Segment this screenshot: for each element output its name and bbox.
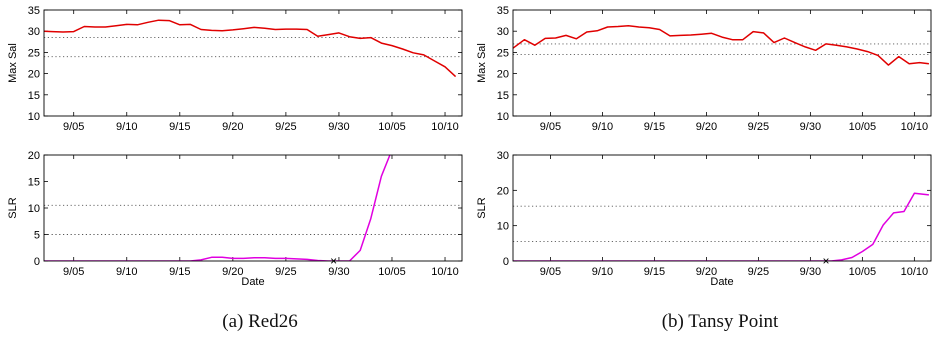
data-series-line xyxy=(513,24,929,66)
y-tick-label: 15 xyxy=(28,177,40,189)
plot-frame xyxy=(43,154,463,262)
x-tick-label: 9/25 xyxy=(748,266,769,278)
y-tick-label: 35 xyxy=(28,5,40,17)
x-tick-label: 9/05 xyxy=(540,266,561,278)
x-tick-label: 9/05 xyxy=(63,121,84,133)
data-series-line xyxy=(44,19,457,78)
x-tick-label: 10/05 xyxy=(849,121,877,133)
plot-frame xyxy=(43,9,463,117)
y-tick-label: 20 xyxy=(28,69,40,81)
x-tick-label: 9/10 xyxy=(592,121,613,133)
x-tick-label: 9/15 xyxy=(169,266,190,278)
x-tick-label: 10/10 xyxy=(901,121,929,133)
x-tick-label: 9/20 xyxy=(696,121,717,133)
y-axis-label: Max Sal xyxy=(7,43,19,83)
chart-panel-b-bottom: 0 10 20 30 9/05 9/10 9/15 9/20 9/25 9/30 10/05 10/1… xyxy=(476,150,932,288)
data-series-line xyxy=(44,155,391,261)
y-tick-label: 25 xyxy=(497,47,509,59)
chart-panel-a-bottom: 0 5 10 15 20 9/05 9/10 9/15 9/20 9/25 9/30 10/05 10/… xyxy=(7,150,463,288)
y-tick-label: 35 xyxy=(497,5,509,17)
x-tick-label: 9/15 xyxy=(169,121,190,133)
y-tick-label: 30 xyxy=(497,26,509,38)
plot-frame xyxy=(512,154,932,262)
x-tick-label: 9/05 xyxy=(63,266,84,278)
y-tick-label: 10 xyxy=(497,111,509,123)
x-tick-label: 9/15 xyxy=(644,266,665,278)
x-tick-label: 9/20 xyxy=(222,266,243,278)
y-tick-label: 10 xyxy=(28,203,40,215)
y-tick-label: 20 xyxy=(497,185,509,197)
x-tick-label: 9/30 xyxy=(328,121,349,133)
figure-canvas: 10 15 20 25 30 35 9/05 9/10 9/15 9/20 9/25 9/30 10/0… xyxy=(7,5,932,288)
x-tick-label: 9/15 xyxy=(644,121,665,133)
y-tick-label: 20 xyxy=(497,69,509,81)
x-tick-label: 9/30 xyxy=(800,121,821,133)
chart-panel-a-top: 10 15 20 25 30 35 9/05 9/10 9/15 9/20 9/25 9/30 10/0… xyxy=(7,5,463,133)
y-axis-label: SLR xyxy=(476,197,488,218)
x-tick-label: 9/25 xyxy=(275,121,296,133)
x-axis-label: Date xyxy=(710,276,733,288)
y-tick-label: 15 xyxy=(28,90,40,102)
y-tick-label: 30 xyxy=(497,150,509,162)
x-tick-label: 9/25 xyxy=(275,266,296,278)
y-tick-label: 25 xyxy=(28,47,40,59)
x-tick-label: 10/10 xyxy=(431,266,459,278)
y-tick-label: 20 xyxy=(28,150,40,162)
x-tick-label: 9/30 xyxy=(328,266,349,278)
x-tick-label: 9/05 xyxy=(540,121,561,133)
caption-a: (a) Red26 xyxy=(222,311,298,332)
x-tick-label: 10/10 xyxy=(431,121,459,133)
x-tick-label: 10/05 xyxy=(849,266,877,278)
y-tick-label: 15 xyxy=(497,90,509,102)
x-tick-label: 9/25 xyxy=(748,121,769,133)
x-tick-label: 9/20 xyxy=(696,266,717,278)
plot-frame xyxy=(512,9,932,117)
caption-b: (b) Tansy Point xyxy=(661,311,779,332)
data-series-line xyxy=(513,192,929,261)
x-tick-label: 9/10 xyxy=(116,121,137,133)
y-axis-label: SLR xyxy=(7,197,19,218)
x-axis-label: Date xyxy=(241,276,264,288)
y-tick-label: 5 xyxy=(34,230,40,242)
x-tick-label: 9/20 xyxy=(222,121,243,133)
x-tick-label: 9/30 xyxy=(800,266,821,278)
y-tick-label: 30 xyxy=(28,26,40,38)
y-axis-label: Max Sal xyxy=(476,43,488,83)
y-tick-label: 10 xyxy=(497,221,509,233)
y-tick-label: 0 xyxy=(503,256,509,268)
x-tick-label: 10/05 xyxy=(378,121,406,133)
chart-panel-b-top: 10 15 20 25 30 35 9/05 9/10 9/15 9/20 9/25 9/30 10/0… xyxy=(476,5,932,133)
y-tick-label: 10 xyxy=(28,111,40,123)
x-tick-label: 10/10 xyxy=(901,266,929,278)
y-tick-label: 0 xyxy=(34,256,40,268)
x-tick-label: 10/05 xyxy=(378,266,406,278)
x-tick-label: 9/10 xyxy=(116,266,137,278)
x-tick-label: 9/10 xyxy=(592,266,613,278)
